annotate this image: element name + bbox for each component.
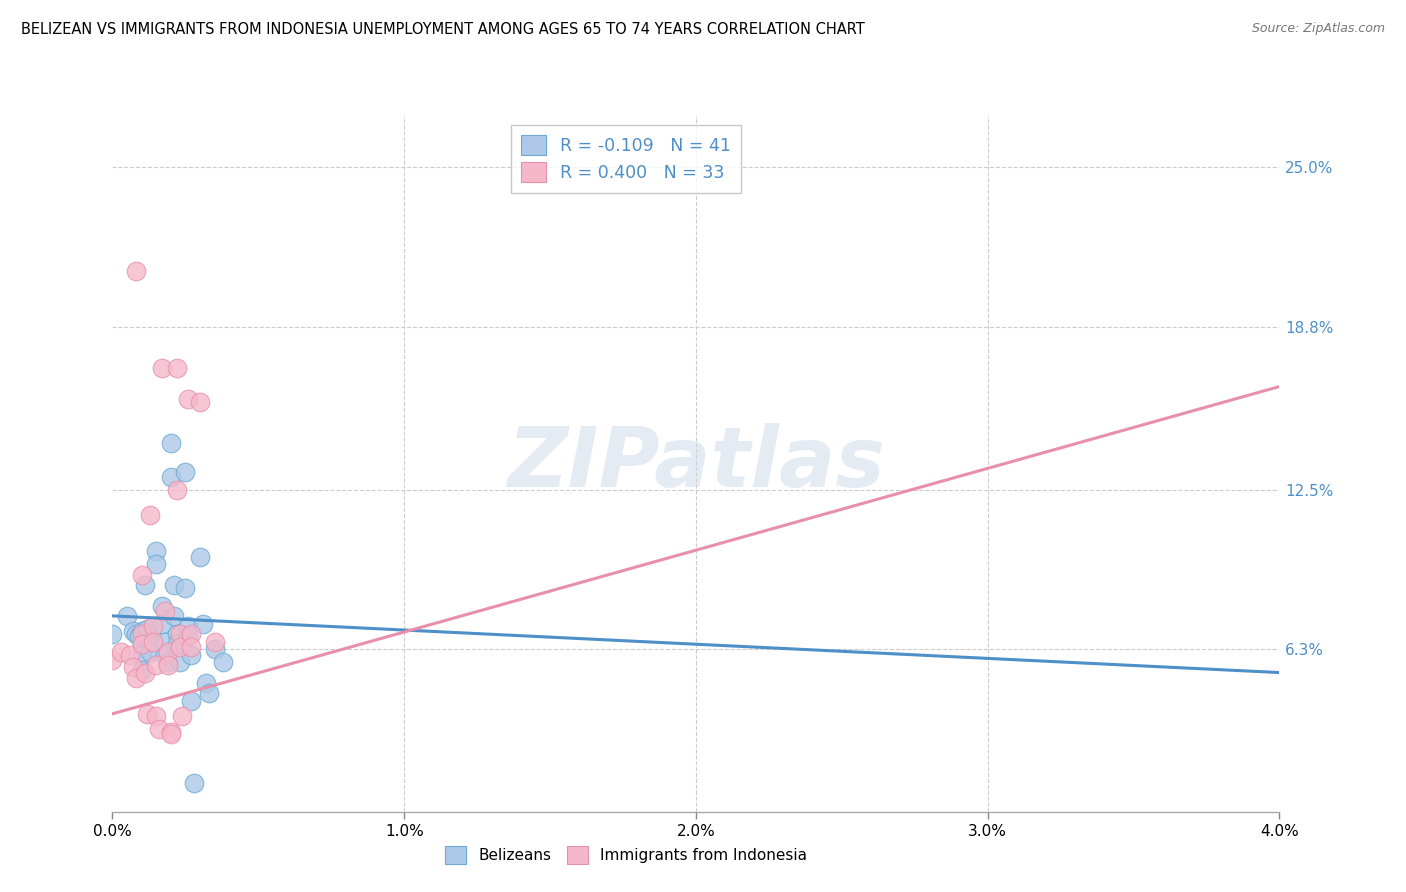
Point xyxy=(125,263,148,277)
Point xyxy=(134,665,156,680)
Point xyxy=(142,619,165,633)
Point xyxy=(118,648,141,662)
Point xyxy=(150,616,173,631)
Point xyxy=(212,655,235,669)
Point xyxy=(125,671,148,685)
Point xyxy=(177,630,200,644)
Point xyxy=(136,622,159,636)
Point xyxy=(197,686,219,700)
Point xyxy=(166,637,188,651)
Point xyxy=(136,706,159,721)
Point xyxy=(194,676,217,690)
Point xyxy=(156,657,179,672)
Point xyxy=(128,630,150,644)
Point xyxy=(177,619,200,633)
Point xyxy=(188,549,211,564)
Point xyxy=(139,508,162,523)
Point xyxy=(156,655,179,669)
Point xyxy=(122,624,145,639)
Point xyxy=(169,655,191,669)
Point xyxy=(145,558,167,572)
Point xyxy=(163,578,186,592)
Point xyxy=(139,645,162,659)
Point xyxy=(125,627,148,641)
Point xyxy=(150,361,173,376)
Point xyxy=(156,645,179,659)
Point xyxy=(131,637,153,651)
Point xyxy=(180,694,202,708)
Point xyxy=(160,724,183,739)
Point xyxy=(169,627,191,641)
Point xyxy=(115,608,138,623)
Point xyxy=(153,604,176,618)
Point xyxy=(180,648,202,662)
Point xyxy=(191,616,214,631)
Point xyxy=(110,645,132,659)
Point xyxy=(145,544,167,558)
Text: ZIPatlas: ZIPatlas xyxy=(508,424,884,504)
Point xyxy=(188,395,211,409)
Point xyxy=(131,663,153,677)
Point xyxy=(163,608,186,623)
Point xyxy=(177,392,200,407)
Point xyxy=(131,567,153,582)
Point xyxy=(101,627,124,641)
Point xyxy=(134,578,156,592)
Point xyxy=(136,627,159,641)
Point xyxy=(139,634,162,648)
Point xyxy=(169,640,191,654)
Point xyxy=(166,483,188,497)
Point xyxy=(204,634,226,648)
Point xyxy=(131,627,153,641)
Point xyxy=(142,634,165,648)
Point xyxy=(160,469,183,483)
Point xyxy=(153,634,176,648)
Point xyxy=(204,642,226,657)
Point xyxy=(180,627,202,641)
Point xyxy=(160,436,183,450)
Legend: Belizeans, Immigrants from Indonesia: Belizeans, Immigrants from Indonesia xyxy=(439,840,813,871)
Point xyxy=(166,361,188,376)
Point xyxy=(145,709,167,723)
Point xyxy=(131,637,153,651)
Point xyxy=(174,465,197,479)
Point xyxy=(174,581,197,595)
Point xyxy=(150,599,173,613)
Text: Source: ZipAtlas.com: Source: ZipAtlas.com xyxy=(1251,22,1385,36)
Point xyxy=(122,660,145,674)
Point xyxy=(131,624,153,639)
Point xyxy=(101,653,124,667)
Text: BELIZEAN VS IMMIGRANTS FROM INDONESIA UNEMPLOYMENT AMONG AGES 65 TO 74 YEARS COR: BELIZEAN VS IMMIGRANTS FROM INDONESIA UN… xyxy=(21,22,865,37)
Point xyxy=(160,727,183,741)
Point xyxy=(183,776,205,790)
Point xyxy=(148,723,170,737)
Point xyxy=(180,640,202,654)
Point xyxy=(145,657,167,672)
Point xyxy=(131,648,153,662)
Point xyxy=(172,709,194,723)
Point xyxy=(166,627,188,641)
Point xyxy=(153,648,176,662)
